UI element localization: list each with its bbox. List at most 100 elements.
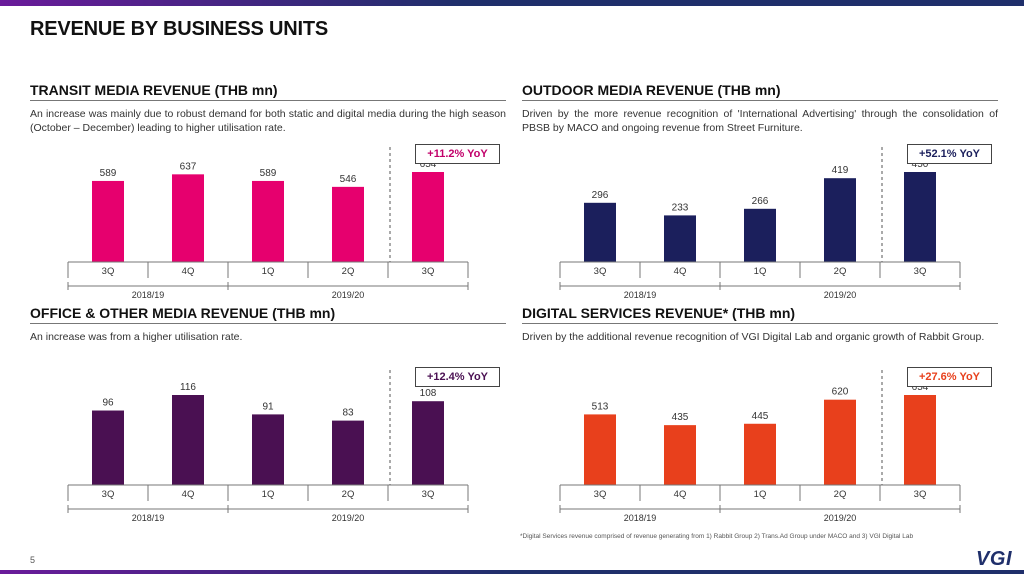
digital-revenue-chart: 513 435 445 620 654 3Q 4Q 1Q 2Q 3Q 2018/19 2019/20	[522, 365, 998, 535]
panel-description: An increase was mainly due to robust dem…	[30, 108, 506, 134]
category-label: 1Q	[754, 266, 767, 277]
panel-title: TRANSIT MEDIA REVENUE (THB mn)	[30, 82, 278, 98]
category-label: 4Q	[674, 266, 687, 277]
panel-description: Driven by the additional revenue recogni…	[522, 331, 985, 343]
group-label: 2018/19	[132, 513, 165, 523]
transit-revenue-chart: 589 637 589 546 654 3Q 4Q 1Q 2Q 3Q 2018/19 2019/20	[30, 142, 506, 312]
group-label: 2019/20	[332, 513, 365, 523]
bar-value-label: 654	[420, 159, 437, 170]
group-label: 2018/19	[624, 513, 657, 523]
bar-0	[584, 202, 616, 262]
bar-value-label: 233	[672, 202, 689, 213]
bar-2	[744, 208, 776, 262]
top-accent-bar	[0, 0, 1024, 6]
digital-services-panel: DIGITAL SERVICES REVENUE* (THB mn) Drive…	[522, 305, 1002, 535]
bar-3	[824, 178, 856, 262]
panel-title: DIGITAL SERVICES REVENUE* (THB mn)	[522, 305, 796, 321]
bar-value-label: 620	[832, 387, 849, 398]
panel-divider	[30, 323, 506, 324]
category-label: 2Q	[342, 489, 355, 500]
bar-0	[92, 410, 124, 485]
office-media-panel: OFFICE & OTHER MEDIA REVENUE (THB mn) An…	[30, 305, 510, 535]
bar-value-label: 546	[340, 174, 357, 185]
panel-title: OFFICE & OTHER MEDIA REVENUE (THB mn)	[30, 305, 336, 321]
category-label: 3Q	[422, 489, 435, 500]
panel-description: Driven by the more revenue recognition o…	[522, 108, 998, 134]
bar-value-label: 419	[832, 165, 849, 176]
yoy-badge: +12.4% YoY	[415, 367, 500, 387]
bar-1	[664, 425, 696, 485]
bar-value-label: 637	[180, 161, 197, 172]
bottom-accent-bar	[0, 570, 1024, 574]
yoy-badge: +52.1% YoY	[907, 144, 992, 164]
bar-value-label: 83	[342, 408, 354, 419]
category-label: 3Q	[914, 489, 927, 500]
category-label: 3Q	[594, 266, 607, 277]
panel-divider	[522, 323, 998, 324]
category-label: 3Q	[102, 266, 115, 277]
bar-value-label: 589	[100, 168, 117, 179]
bar-value-label: 435	[672, 412, 689, 423]
bar-value-label: 589	[260, 168, 277, 179]
category-label: 3Q	[914, 266, 927, 277]
vgi-logo: VGI	[976, 548, 1012, 570]
category-label: 3Q	[594, 489, 607, 500]
bar-1	[172, 174, 204, 262]
bar-3	[332, 420, 364, 485]
panel-description: An increase was from a higher utilisatio…	[30, 331, 243, 343]
bar-chart-svg: 513 435 445 620 654 3Q 4Q 1Q 2Q 3Q 2018/19 2019/20	[559, 370, 961, 523]
bar-value-label: 450	[912, 159, 929, 170]
group-label: 2019/20	[824, 290, 857, 300]
category-label: 4Q	[674, 489, 687, 500]
bar-4	[904, 395, 936, 485]
bar-value-label: 654	[912, 382, 929, 393]
category-label: 1Q	[754, 489, 767, 500]
bar-value-label: 266	[752, 196, 769, 207]
bar-value-label: 96	[102, 398, 114, 409]
panel-divider	[30, 100, 506, 101]
bar-1	[172, 395, 204, 485]
bar-0	[584, 414, 616, 485]
panel-divider	[522, 100, 998, 101]
bar-2	[252, 180, 284, 262]
bar-chart-svg: 589 637 589 546 654 3Q 4Q 1Q 2Q 3Q 2018/19 2019/20	[67, 147, 469, 300]
category-label: 2Q	[834, 266, 847, 277]
outdoor-media-panel: OUTDOOR MEDIA REVENUE (THB mn) Driven by…	[522, 82, 1002, 312]
panel-title: OUTDOOR MEDIA REVENUE (THB mn)	[522, 82, 781, 98]
page-title: REVENUE BY BUSINESS UNITS	[30, 18, 329, 40]
group-label: 2018/19	[132, 290, 165, 300]
category-label: 2Q	[834, 489, 847, 500]
category-label: 1Q	[262, 266, 275, 277]
bar-value-label: 108	[420, 388, 437, 399]
page-number: 5	[30, 555, 36, 565]
bar-2	[252, 414, 284, 485]
bar-chart-svg: 96 116 91 83 108 3Q 4Q 1Q 2Q 3Q 2018/19 2019/20	[67, 370, 469, 523]
bar-4	[412, 401, 444, 485]
bar-value-label: 91	[262, 401, 274, 412]
category-label: 3Q	[102, 489, 115, 500]
transit-media-panel: TRANSIT MEDIA REVENUE (THB mn) An increa…	[30, 82, 510, 312]
bar-chart-svg: 296 233 266 419 450 3Q 4Q 1Q 2Q 3Q 2018/19 2019/20	[559, 147, 961, 300]
bar-value-label: 296	[592, 190, 609, 201]
office-revenue-chart: 96 116 91 83 108 3Q 4Q 1Q 2Q 3Q 2018/19 2019/20	[30, 365, 506, 535]
bar-4	[904, 172, 936, 262]
group-label: 2019/20	[332, 290, 365, 300]
outdoor-revenue-chart: 296 233 266 419 450 3Q 4Q 1Q 2Q 3Q 2018/19 2019/20	[522, 142, 998, 312]
category-label: 1Q	[262, 489, 275, 500]
bar-1	[664, 215, 696, 262]
category-label: 2Q	[342, 266, 355, 277]
bar-value-label: 445	[752, 411, 769, 422]
category-label: 3Q	[422, 266, 435, 277]
category-label: 4Q	[182, 489, 195, 500]
group-label: 2019/20	[824, 513, 857, 523]
bar-2	[744, 423, 776, 485]
bar-4	[412, 172, 444, 262]
group-label: 2018/19	[624, 290, 657, 300]
footnote: *Digital Services revenue comprised of r…	[520, 533, 914, 540]
yoy-badge: +27.6% YoY	[907, 367, 992, 387]
bar-0	[92, 180, 124, 262]
bar-3	[332, 186, 364, 262]
category-label: 4Q	[182, 266, 195, 277]
bar-value-label: 116	[180, 382, 196, 393]
yoy-badge: +11.2% YoY	[415, 144, 500, 164]
